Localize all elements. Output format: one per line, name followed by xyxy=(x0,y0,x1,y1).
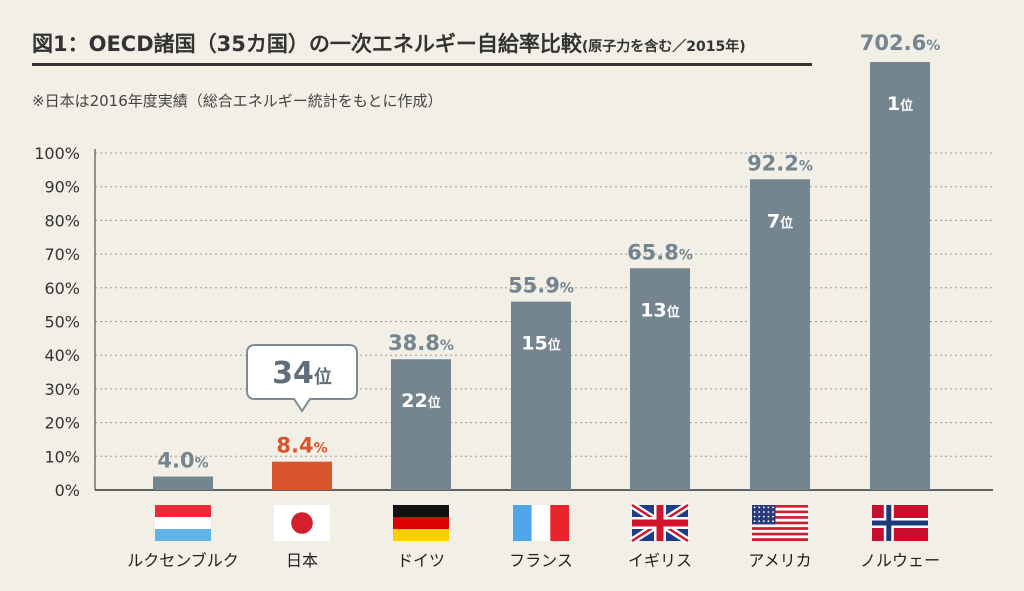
y-tick-label: 10% xyxy=(44,447,80,466)
value-unit: % xyxy=(679,247,693,263)
value-label: 65.8% xyxy=(627,240,693,264)
country-label: ドイツ xyxy=(397,551,445,570)
rank-label: 7位 xyxy=(767,210,793,232)
country-label: ルクセンブルク xyxy=(127,551,239,570)
value-number: 8.4 xyxy=(276,434,313,458)
rank-number: 13 xyxy=(640,299,666,321)
value-unit: % xyxy=(195,456,209,472)
rank-label: 13位 xyxy=(640,299,679,321)
callout-bubble xyxy=(246,344,358,413)
y-tick-label: 30% xyxy=(44,380,80,399)
y-tick-label: 80% xyxy=(44,211,80,230)
chart-title-note: (原子力を含む／2015年) xyxy=(581,39,746,55)
bar xyxy=(391,359,451,490)
rank-suffix: 位 xyxy=(780,215,793,231)
value-number: 65.8 xyxy=(627,240,679,264)
rank-suffix: 位 xyxy=(900,98,913,114)
rank-label: 22位 xyxy=(401,390,440,412)
value-number: 38.8 xyxy=(388,331,440,355)
germany-flag xyxy=(393,505,449,541)
y-tick-label: 50% xyxy=(44,313,80,332)
callout-rank-suffix: 位 xyxy=(314,366,332,388)
chart-title-main: 図1：OECD諸国（35カ国）の一次エネルギー自給率比較 xyxy=(32,32,582,56)
y-tick-label: 90% xyxy=(44,178,80,197)
bar xyxy=(870,62,930,490)
callout-rank-number: 34 xyxy=(272,356,314,391)
y-tick-label: 100% xyxy=(34,144,80,163)
rank-label: 15位 xyxy=(521,333,560,355)
value-label: 92.2% xyxy=(747,151,813,175)
y-tick-label: 0% xyxy=(55,481,80,500)
norway-flag xyxy=(872,505,928,541)
rank-label: 1位 xyxy=(887,93,913,115)
value-label: 4.0% xyxy=(157,449,208,473)
value-unit: % xyxy=(314,441,328,457)
rank-callout: 34位 xyxy=(246,344,358,413)
value-label: 702.6% xyxy=(860,31,940,55)
callout-rank: 34位 xyxy=(272,356,332,391)
country-label: フランス xyxy=(509,551,573,570)
bar xyxy=(272,461,332,490)
chart-footnote: ※日本は2016年度実績（総合エネルギー統計をもとに作成） xyxy=(32,92,443,110)
value-number: 4.0 xyxy=(157,449,194,473)
country-label: アメリカ xyxy=(748,551,811,570)
country-label: ノルウェー xyxy=(860,551,940,570)
chart-title: 図1：OECD諸国（35カ国）の一次エネルギー自給率比較(原子力を含む／2015… xyxy=(32,28,746,58)
japan-flag xyxy=(274,505,330,541)
y-tick-label: 70% xyxy=(44,245,80,264)
y-tick-label: 40% xyxy=(44,346,80,365)
country-label: 日本 xyxy=(286,551,318,570)
uk-flag xyxy=(630,502,690,544)
bar xyxy=(750,179,810,490)
value-unit: % xyxy=(440,338,454,354)
rank-number: 15 xyxy=(521,333,547,355)
y-tick-label: 60% xyxy=(44,279,80,298)
rank-number: 22 xyxy=(401,390,427,412)
rank-suffix: 位 xyxy=(428,395,441,411)
usa-flag xyxy=(752,505,808,541)
value-unit: % xyxy=(926,38,940,54)
bar xyxy=(511,301,571,490)
title-underline xyxy=(32,63,812,66)
y-tick-label: 20% xyxy=(44,414,80,433)
rank-number: 7 xyxy=(767,210,780,232)
rank-number: 1 xyxy=(887,93,900,115)
rank-suffix: 位 xyxy=(667,304,680,320)
value-number: 702.6 xyxy=(860,31,926,55)
value-label: 8.4% xyxy=(276,434,327,458)
value-unit: % xyxy=(560,281,574,297)
value-number: 92.2 xyxy=(747,151,799,175)
rank-suffix: 位 xyxy=(548,338,561,354)
country-label: イギリス xyxy=(628,551,692,570)
value-unit: % xyxy=(799,158,813,174)
bar xyxy=(153,476,213,490)
luxembourg-flag xyxy=(155,505,211,541)
value-label: 55.9% xyxy=(508,274,574,298)
value-number: 55.9 xyxy=(508,274,560,298)
bar xyxy=(630,268,690,490)
france-flag xyxy=(513,505,569,541)
value-label: 38.8% xyxy=(388,331,454,355)
